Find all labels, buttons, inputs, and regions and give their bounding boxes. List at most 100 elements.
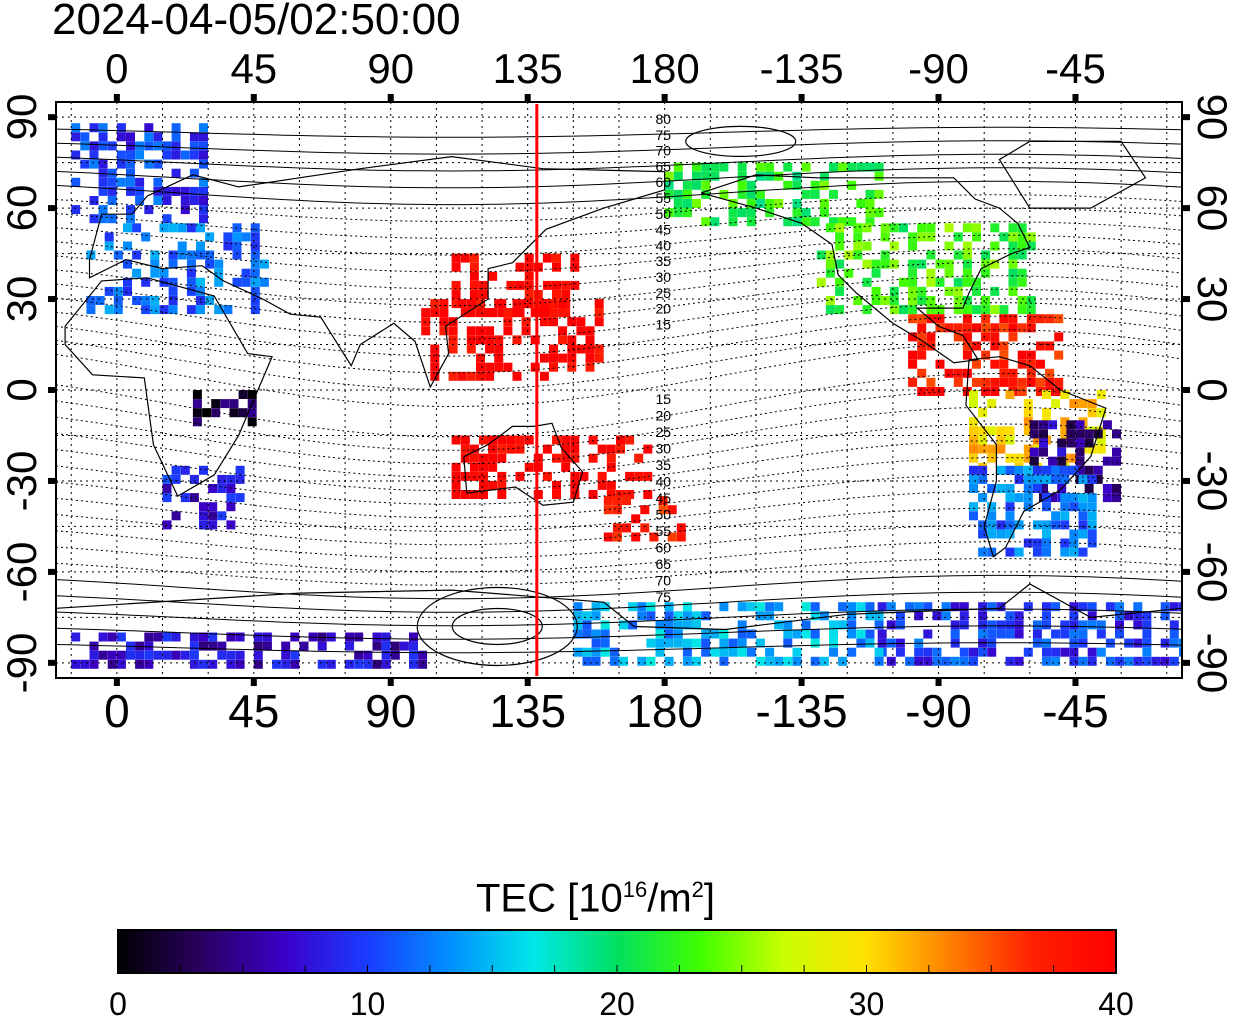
tec-cell bbox=[107, 659, 117, 669]
tec-cell bbox=[113, 286, 123, 296]
tick-mark bbox=[1182, 568, 1190, 575]
tec-cell bbox=[567, 317, 577, 327]
tec-cell bbox=[186, 259, 196, 269]
tec-cell bbox=[98, 141, 108, 151]
tec-cell bbox=[944, 286, 954, 296]
tec-cell bbox=[132, 296, 142, 305]
tec-cell bbox=[354, 650, 364, 660]
tec-cell bbox=[199, 502, 208, 512]
tec-cell bbox=[171, 123, 181, 133]
tec-cell bbox=[542, 253, 552, 263]
tec-cell bbox=[1069, 453, 1079, 463]
tec-cell bbox=[104, 305, 114, 315]
tec-cell bbox=[889, 259, 899, 269]
tec-cell bbox=[1014, 474, 1024, 484]
tec-cell bbox=[1093, 474, 1103, 484]
tec-cell bbox=[810, 189, 820, 199]
tec-cell bbox=[1142, 629, 1152, 639]
tec-cell bbox=[1023, 399, 1033, 409]
tec-cell bbox=[497, 480, 507, 490]
tec-cell bbox=[1069, 399, 1079, 409]
tec-cell bbox=[135, 177, 145, 187]
tec-cell bbox=[150, 268, 160, 278]
tec-cell bbox=[208, 502, 218, 512]
tec-cell bbox=[196, 250, 205, 260]
tec-cell bbox=[1029, 429, 1039, 439]
tec-cell bbox=[466, 308, 476, 318]
tec-cell bbox=[1096, 629, 1106, 639]
tec-cell bbox=[552, 280, 561, 290]
tec-cell bbox=[1060, 511, 1070, 521]
tec-cell bbox=[162, 141, 172, 151]
tec-cell bbox=[978, 529, 988, 539]
tec-cell bbox=[1023, 465, 1033, 475]
tec-cell bbox=[1026, 323, 1036, 333]
tec-cell bbox=[399, 641, 409, 651]
tec-cell bbox=[880, 232, 890, 242]
tec-cell bbox=[962, 223, 972, 233]
tec-cell bbox=[1112, 493, 1121, 503]
tec-cell bbox=[969, 426, 978, 436]
tec-cell bbox=[792, 171, 802, 181]
tec-cell bbox=[944, 368, 954, 378]
tec-cell bbox=[421, 326, 431, 336]
tec-cell bbox=[460, 435, 470, 445]
tec-cell bbox=[1069, 465, 1079, 475]
tec-cell bbox=[643, 490, 653, 499]
tec-cell bbox=[847, 217, 857, 227]
tec-cell bbox=[208, 641, 218, 651]
tec-cell bbox=[999, 377, 1009, 387]
tec-cell bbox=[871, 268, 881, 278]
tec-cell bbox=[189, 168, 199, 178]
tec-cell bbox=[1102, 420, 1112, 430]
tec-cell bbox=[582, 611, 592, 621]
tec-cell bbox=[1032, 465, 1042, 475]
tec-cell bbox=[1060, 426, 1070, 436]
tec-cell bbox=[969, 390, 978, 399]
tec-cell bbox=[1124, 611, 1134, 621]
tec-cell bbox=[585, 353, 595, 363]
tec-cell bbox=[211, 399, 221, 409]
tec-cell bbox=[421, 308, 431, 318]
tec-cell bbox=[171, 474, 181, 484]
tec-cell bbox=[1005, 484, 1015, 493]
tec-cell bbox=[1112, 447, 1121, 457]
tec-cell bbox=[597, 471, 607, 481]
contour-line bbox=[56, 372, 1182, 438]
tick-mark bbox=[387, 94, 394, 102]
tec-cell bbox=[570, 444, 580, 454]
tec-cell bbox=[774, 602, 784, 612]
tec-cell bbox=[1017, 241, 1027, 251]
tec-cell bbox=[969, 502, 978, 512]
tec-cell bbox=[235, 474, 245, 484]
tec-cell bbox=[886, 620, 896, 630]
tec-cell bbox=[908, 332, 918, 342]
tec-cell bbox=[189, 632, 199, 642]
tec-cell bbox=[987, 629, 997, 639]
tec-cell bbox=[953, 332, 963, 342]
tec-cell bbox=[524, 262, 534, 272]
tec-cell bbox=[1023, 474, 1033, 484]
tec-cell bbox=[71, 205, 81, 215]
tec-cell bbox=[981, 350, 991, 360]
tec-cell bbox=[457, 371, 467, 381]
tec-cell bbox=[1078, 656, 1088, 666]
tec-cell bbox=[485, 308, 495, 318]
tick-label: 135 bbox=[489, 685, 567, 737]
tec-cell bbox=[856, 602, 866, 612]
tec-cell bbox=[549, 317, 558, 327]
tec-cell bbox=[1069, 493, 1079, 503]
tec-cell bbox=[978, 444, 988, 454]
tec-cell bbox=[1069, 529, 1079, 539]
tec-cell bbox=[573, 602, 583, 612]
tec-cell bbox=[838, 162, 848, 172]
contour-line bbox=[56, 389, 1182, 451]
tec-cell bbox=[180, 186, 190, 196]
contour-label: 20 bbox=[656, 301, 672, 317]
tec-cell bbox=[616, 435, 625, 445]
tec-cell bbox=[262, 632, 272, 642]
tec-cell bbox=[494, 353, 504, 363]
tick-label: 0 bbox=[105, 45, 129, 92]
tec-cell bbox=[871, 259, 881, 269]
